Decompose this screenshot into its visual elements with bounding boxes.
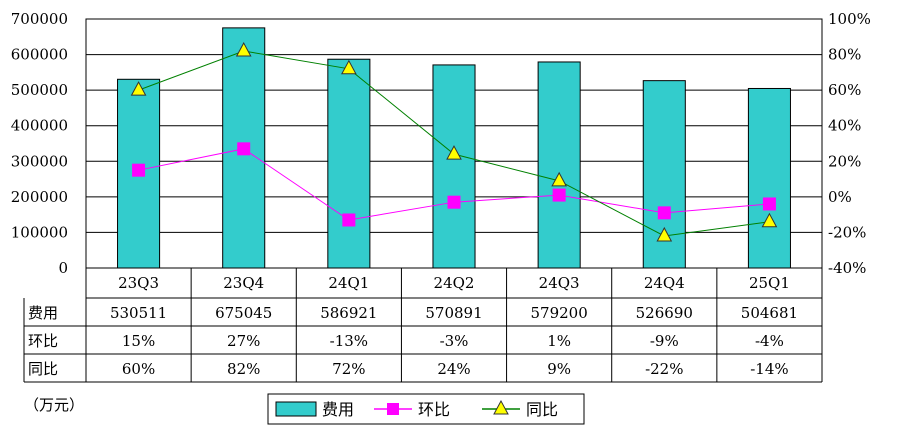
right-axis-tick-label: 0% bbox=[828, 188, 852, 206]
point bbox=[762, 197, 776, 211]
right-axis-tick-label: 60% bbox=[828, 81, 861, 99]
table-cell: 579200 bbox=[531, 304, 588, 322]
table-cell: 526690 bbox=[636, 304, 693, 322]
right-axis-tick-label: 20% bbox=[828, 152, 861, 170]
left-axis-tick-label: 500000 bbox=[11, 81, 68, 99]
right-axis-tick-label: 80% bbox=[828, 46, 861, 64]
legend: 费用 环比 同比 bbox=[267, 393, 585, 425]
point bbox=[342, 213, 356, 227]
point bbox=[656, 226, 673, 242]
legend-marker bbox=[493, 399, 509, 415]
table-cell: 15% bbox=[122, 332, 155, 350]
point bbox=[341, 59, 357, 75]
table-row-label: 同比 bbox=[28, 360, 58, 378]
category-label: 24Q2 bbox=[434, 274, 475, 292]
left-axis-tick-label: 300000 bbox=[11, 152, 68, 170]
table-cell: -22% bbox=[645, 360, 683, 378]
point bbox=[551, 171, 567, 187]
left-axis-tick-label: 600000 bbox=[11, 46, 68, 64]
bar bbox=[537, 61, 581, 269]
bar bbox=[327, 58, 371, 269]
left-axis-tick-label: 700000 bbox=[11, 10, 68, 28]
bar bbox=[747, 87, 791, 269]
table-cell: 72% bbox=[332, 360, 365, 378]
point bbox=[552, 188, 566, 202]
legend-marker bbox=[387, 403, 399, 415]
table-cell: 60% bbox=[122, 360, 155, 378]
point bbox=[237, 142, 251, 156]
category-label: 23Q3 bbox=[118, 274, 159, 292]
table-row-label: 环比 bbox=[28, 332, 58, 350]
left-axis-tick-label: 100000 bbox=[11, 223, 68, 241]
table-cell: 570891 bbox=[425, 304, 482, 322]
table-cell: 675045 bbox=[215, 304, 272, 322]
legend-label: 环比 bbox=[418, 400, 450, 419]
table-cell: 586921 bbox=[320, 304, 377, 322]
table-cell: 1% bbox=[547, 332, 571, 350]
table-cell: -14% bbox=[750, 360, 788, 378]
category-label: 24Q1 bbox=[328, 274, 369, 292]
unit-label: （万元） bbox=[24, 396, 84, 414]
right-axis-tick-label: 100% bbox=[828, 10, 871, 28]
point bbox=[235, 41, 252, 57]
table-cell: 504681 bbox=[741, 304, 798, 322]
point bbox=[130, 81, 147, 96]
category-label: 24Q4 bbox=[644, 274, 685, 292]
left-axis-tick-label: 400000 bbox=[11, 117, 68, 135]
table-cell: 9% bbox=[547, 360, 571, 378]
right-axis-tick-label: 40% bbox=[828, 117, 861, 135]
table-cell: -9% bbox=[650, 332, 679, 350]
right-axis-tick-label: -40% bbox=[828, 259, 866, 277]
point bbox=[761, 212, 778, 228]
table-cell: -13% bbox=[330, 332, 368, 350]
category-label: 24Q3 bbox=[539, 274, 580, 292]
data-table: 23Q3 23Q4 24Q1 24Q2 24Q3 24Q4 25Q1 费用 530511 6750… bbox=[23, 268, 823, 383]
legend-label: 费用 bbox=[322, 400, 354, 419]
plot-frame bbox=[85, 18, 823, 269]
legend-label: 同比 bbox=[526, 400, 558, 419]
bar bbox=[432, 64, 476, 269]
category-label: 25Q1 bbox=[749, 274, 790, 292]
table-cell: -4% bbox=[755, 332, 784, 350]
table-cell: 82% bbox=[227, 360, 260, 378]
table-row-label: 费用 bbox=[28, 304, 58, 322]
axes: 0 100000 200000 300000 400000 500000 600000 700… bbox=[11, 10, 871, 277]
line-series bbox=[130, 41, 778, 242]
legend-box bbox=[267, 393, 585, 425]
left-axis-tick-label: 0 bbox=[58, 259, 68, 277]
left-axis-tick-label: 200000 bbox=[11, 188, 68, 206]
right-axis-tick-label: -20% bbox=[828, 223, 866, 241]
legend-swatch-bar bbox=[275, 401, 317, 417]
table-cell: 24% bbox=[437, 360, 470, 378]
point bbox=[447, 195, 461, 209]
table-cell: 27% bbox=[227, 332, 260, 350]
point bbox=[446, 145, 462, 160]
table-cell: 530511 bbox=[110, 304, 167, 322]
category-label: 23Q4 bbox=[223, 274, 264, 292]
point bbox=[132, 163, 146, 177]
point bbox=[657, 206, 671, 220]
table-cell: -3% bbox=[440, 332, 469, 350]
